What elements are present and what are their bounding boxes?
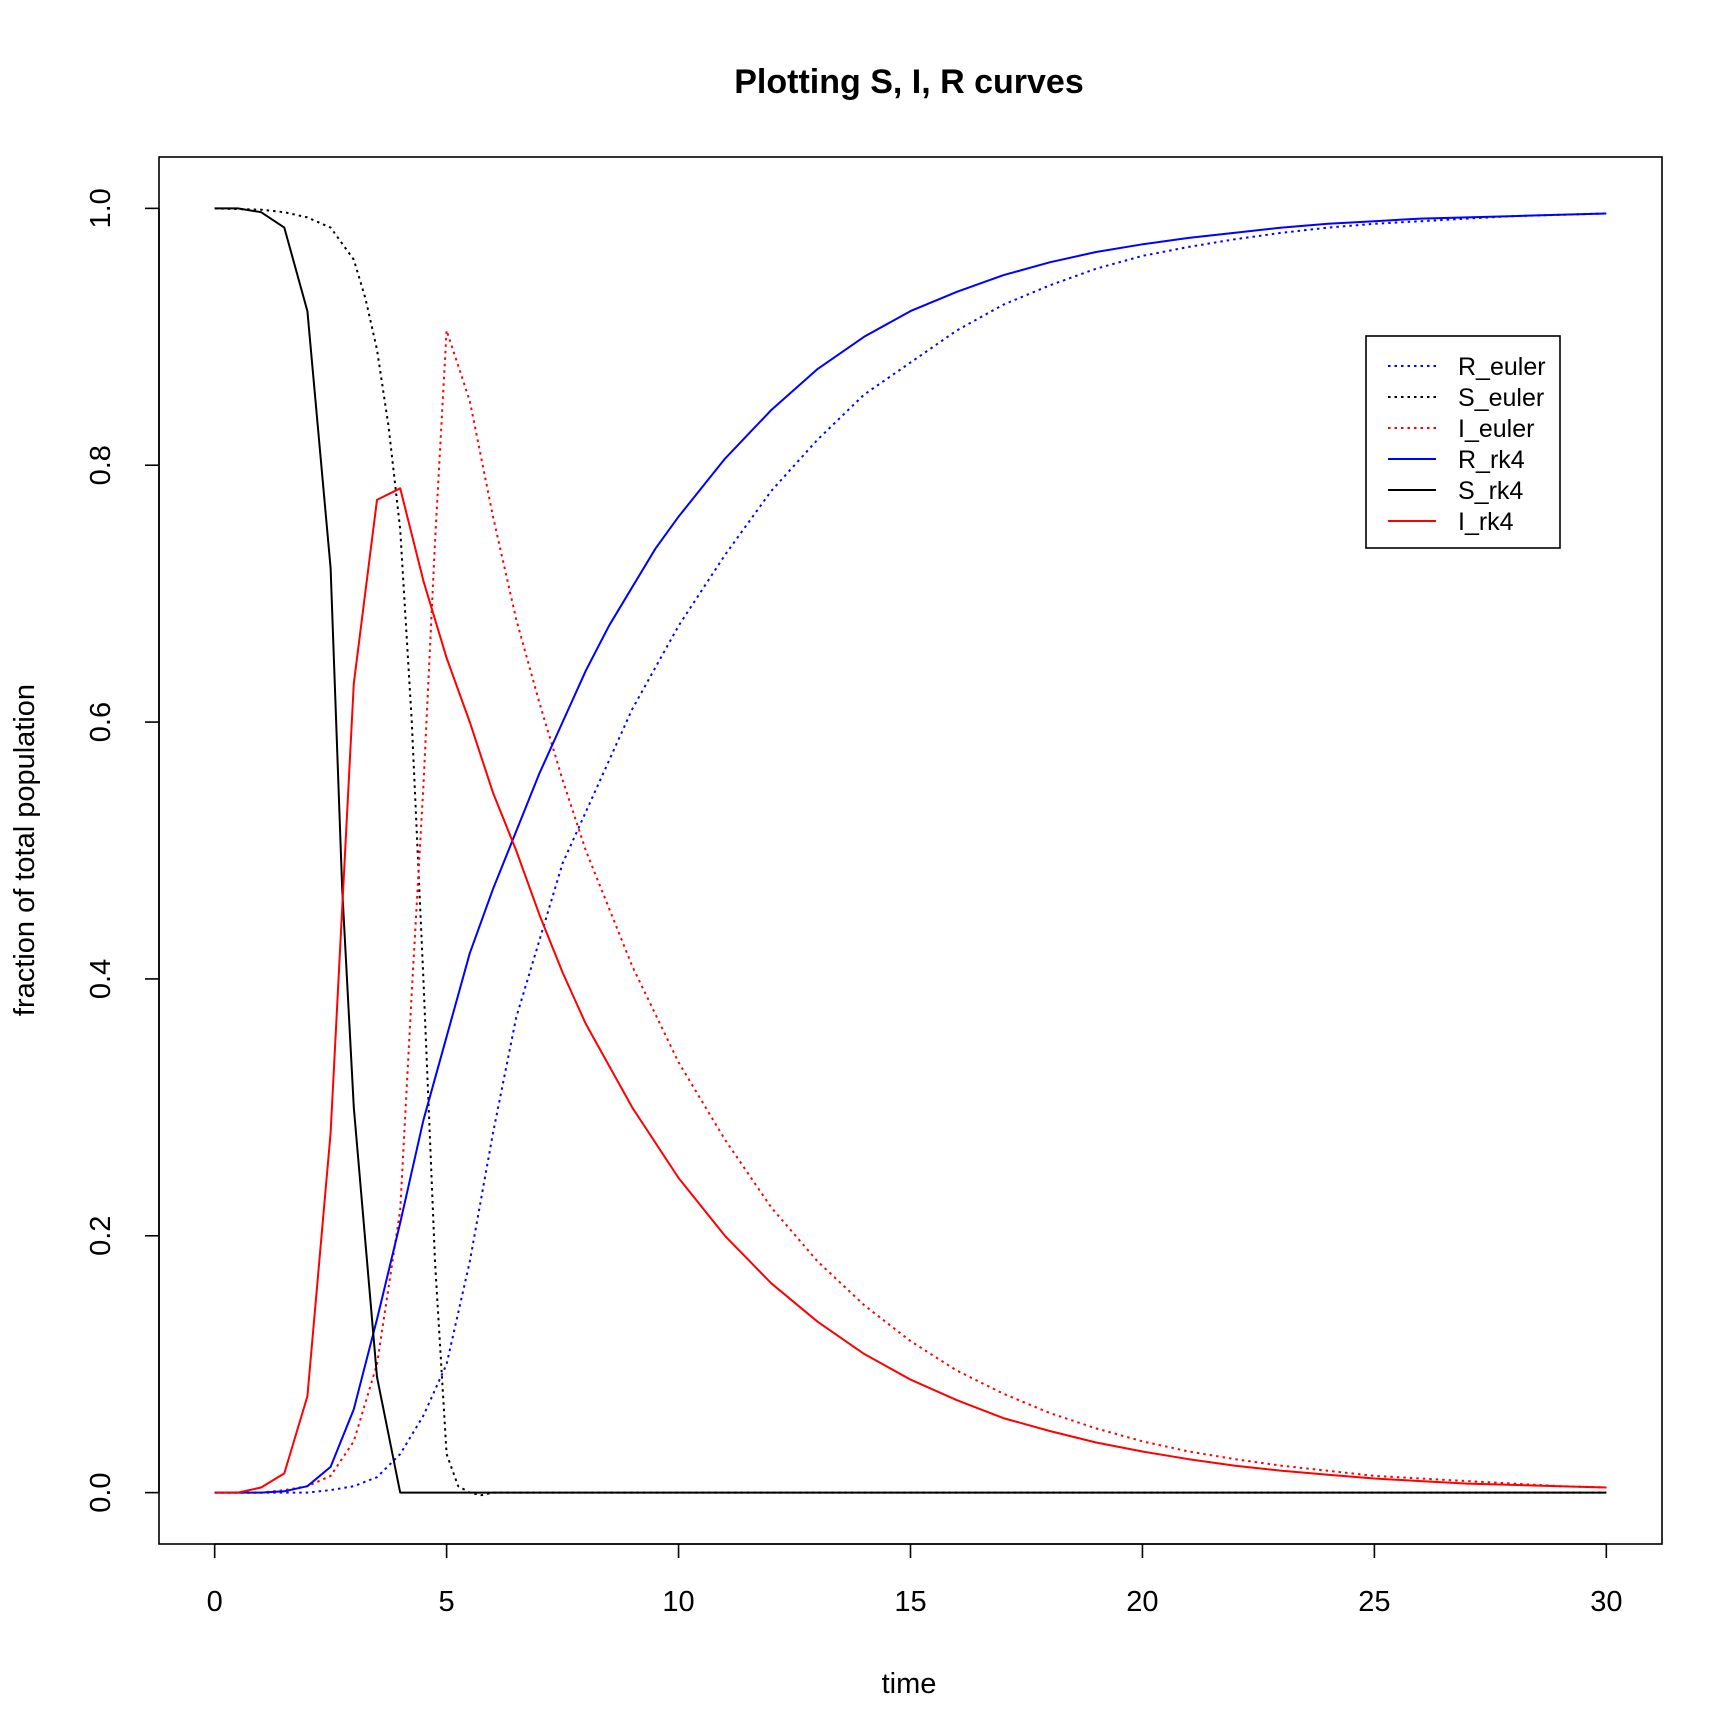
- x-tick-label: 20: [1126, 1586, 1158, 1618]
- y-tick-label: 0.6: [85, 702, 117, 742]
- series-line-r-rk4: [214, 212, 1607, 1494]
- series-line-s-rk4: [214, 207, 1607, 1494]
- legend-box: [1365, 335, 1561, 549]
- x-tick-label: 30: [1590, 1586, 1622, 1618]
- x-axis-label: time: [882, 1668, 937, 1700]
- y-tick-label: 1.0: [85, 188, 117, 228]
- x-tick-label: 0: [207, 1586, 223, 1618]
- legend-label: I_rk4: [1458, 508, 1514, 536]
- legend-label: S_rk4: [1458, 477, 1523, 505]
- y-tick-label: 0.8: [85, 445, 117, 485]
- y-tick-label: 0.4: [85, 959, 117, 999]
- x-axis: 0 5 10 15 20 25 30: [207, 1543, 1622, 1618]
- legend-label: R_rk4: [1458, 446, 1525, 474]
- x-tick-label: 5: [439, 1586, 455, 1618]
- legend-label: R_euler: [1458, 353, 1546, 381]
- x-tick-label: 25: [1358, 1586, 1390, 1618]
- y-tick-label: 0.2: [85, 1216, 117, 1256]
- y-axis: 0.0 0.2 0.4 0.6 0.8 1.0: [85, 188, 160, 1513]
- y-axis-label: fraction of total population: [9, 684, 41, 1016]
- series-line-i-rk4: [214, 487, 1607, 1494]
- y-tick-label: 0.0: [85, 1472, 117, 1512]
- x-tick-label: 15: [894, 1586, 926, 1618]
- plot-area: [214, 207, 1607, 1497]
- legend-label: I_euler: [1458, 415, 1534, 443]
- legend: R_euler S_euler I_euler R_rk4 S_rk4 I_rk4: [1365, 335, 1561, 549]
- x-tick-label: 10: [662, 1586, 694, 1618]
- chart-title: Plotting S, I, R curves: [734, 63, 1084, 101]
- series-line-i-euler: [214, 329, 1607, 1494]
- legend-label: S_euler: [1458, 384, 1544, 412]
- series-line-r-euler: [214, 212, 1607, 1494]
